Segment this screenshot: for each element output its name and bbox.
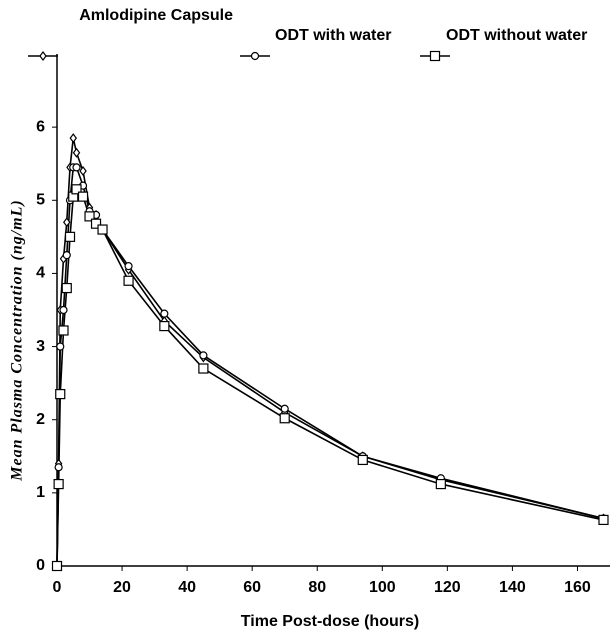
marker xyxy=(123,275,134,286)
x-tick-label: 20 xyxy=(113,579,131,596)
marker xyxy=(58,325,69,336)
marker xyxy=(598,514,609,526)
marker xyxy=(53,478,64,490)
marker xyxy=(54,463,63,472)
x-axis-label: Time Post-dose (hours) xyxy=(241,613,419,630)
marker xyxy=(84,211,95,222)
y-axis-label: Mean Plasma Concentration (ng/mL) xyxy=(9,199,26,481)
marker xyxy=(97,224,108,235)
x-tick-label: 80 xyxy=(308,579,326,596)
marker xyxy=(69,133,78,144)
marker xyxy=(280,404,289,413)
x-tick-label: 40 xyxy=(178,579,196,596)
x-tick-label: 120 xyxy=(434,579,461,596)
y-tick-label: 5 xyxy=(36,192,45,209)
x-tick-label: 0 xyxy=(53,579,62,596)
marker xyxy=(90,218,102,229)
marker xyxy=(55,389,66,400)
marker xyxy=(159,320,170,332)
y-tick-label: 0 xyxy=(36,557,45,574)
y-tick-label: 1 xyxy=(36,484,45,501)
marker xyxy=(357,454,368,466)
x-tick-label: 140 xyxy=(499,579,526,596)
marker xyxy=(199,351,208,360)
y-tick-label: 4 xyxy=(36,265,45,282)
x-tick-label: 60 xyxy=(243,579,261,596)
marker xyxy=(160,309,169,318)
marker xyxy=(59,305,68,315)
marker xyxy=(72,163,81,172)
marker xyxy=(279,413,290,424)
legend-label: Amlodipine Capsule xyxy=(79,7,233,24)
marker xyxy=(63,217,71,228)
marker xyxy=(56,342,65,351)
legend-marker xyxy=(250,51,260,61)
marker xyxy=(62,251,71,260)
marker xyxy=(124,262,133,271)
marker xyxy=(51,560,63,572)
marker xyxy=(79,166,87,177)
marker xyxy=(71,184,82,195)
marker xyxy=(77,191,89,202)
legend-label: ODT without water xyxy=(446,27,588,44)
marker xyxy=(435,478,446,490)
y-tick-label: 2 xyxy=(36,411,45,428)
marker xyxy=(61,282,72,294)
x-tick-label: 160 xyxy=(564,579,591,596)
marker xyxy=(72,147,81,158)
line xyxy=(56,187,604,567)
line xyxy=(56,166,604,567)
marker xyxy=(64,231,76,242)
y-tick-label: 3 xyxy=(36,338,45,355)
y-tick-label: 6 xyxy=(36,118,45,135)
marker xyxy=(198,363,209,374)
legend-label: ODT with water xyxy=(275,27,392,44)
legend-marker xyxy=(39,51,47,61)
x-tick-label: 100 xyxy=(369,579,396,596)
legend-marker xyxy=(429,50,441,62)
